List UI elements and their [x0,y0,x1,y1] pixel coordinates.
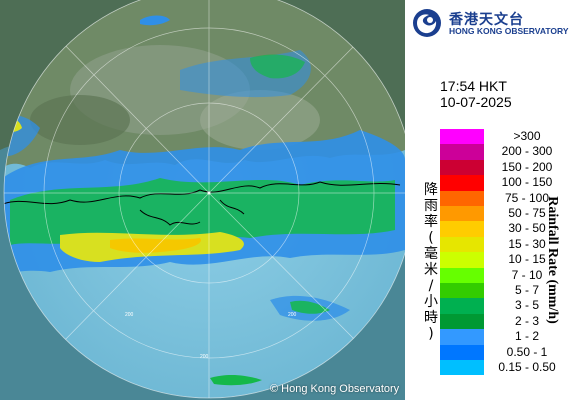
legend-row: 15 - 30 [440,236,570,253]
legend-label: 0.50 - 1 [506,344,548,359]
legend-row: 3 - 5 [440,298,570,314]
legend-row: 7 - 10 [440,267,570,283]
legend-row: 5 - 7 [440,283,570,299]
terrain-patch [30,95,130,145]
legend-row: 200 - 300 [440,144,570,160]
rain-echoes [4,15,405,386]
observation-date: 10-07-2025 [440,94,512,110]
legend-panel [405,0,577,400]
legend-row: 1 - 2 [440,329,570,345]
range-ring-label: 200 [200,354,209,360]
legend-row: 150 - 200 [440,159,570,176]
legend-label: 10 - 15 [508,252,546,267]
legend-title-zh: 降雨率(毫米 / 小時) [424,182,438,342]
range-ring-label: 200 [125,312,134,318]
observation-time: 17:54 HKT [440,78,507,94]
coastline [4,181,401,226]
legend-label: 1 - 2 [514,329,539,344]
legend-swatch [440,313,484,330]
range-rings [4,0,405,398]
legend-row: 50 - 75 [440,206,570,222]
legend-label: 200 - 300 [501,144,553,159]
organization-name-zh: 香港天文台 [449,12,524,28]
legend-row: 30 - 50 [440,221,570,237]
legend-swatch [440,236,484,253]
legend-row: 0.50 - 1 [440,344,570,360]
legend-swatch [440,144,484,160]
legend-row: 2 - 3 [440,313,570,330]
legend-swatch [440,267,484,283]
legend-label: 100 - 150 [501,175,553,190]
legend-row: 0.15 - 0.50 [440,360,570,376]
legend-swatch [440,298,484,314]
range-ring-label: 200 [288,312,297,318]
legend-label: 75 - 100 [504,190,550,205]
legend-row: 100 - 150 [440,175,570,191]
terrain-patch [200,90,320,150]
legend-label: >300 [513,129,541,143]
copyright-text: © Hong Kong Observatory [270,383,400,395]
legend-swatch [440,344,484,360]
legend-title-en: Rainfall Rate (mm/h) [545,196,560,324]
legend-swatch [440,221,484,237]
legend-swatch [440,252,484,268]
legend-label: 15 - 30 [508,236,546,251]
legend-label: 5 - 7 [514,283,539,297]
legend-swatch [440,190,484,206]
legend-swatch [440,129,484,145]
legend-swatch [440,159,484,176]
legend-label: 2 - 3 [514,313,539,328]
legend-row: 75 - 100 [440,190,570,206]
legend-row: >300 [440,129,570,145]
coverage-edge [3,0,405,399]
legend-swatch [440,175,484,191]
legend-label: 150 - 200 [501,159,553,174]
legend-swatch [440,206,484,222]
legend-label: 3 - 5 [514,298,539,313]
legend-label: 30 - 50 [508,221,546,236]
radar-station-marker [207,191,211,195]
legend-row: 10 - 15 [440,252,570,268]
legend-label: 50 - 75 [508,206,546,220]
radar-coverage: 200 200 200 [4,0,405,398]
legend-label: 7 - 10 [511,267,543,282]
organization-name-en: HONG KONG OBSERVATORY [449,26,569,36]
legend-swatch [440,283,484,299]
radar-map: 200 200 200 [0,0,405,400]
legend-swatch [440,329,484,345]
legend-swatch [440,360,484,376]
legend-label: 0.15 - 0.50 [498,360,556,374]
observatory-logo-icon [413,9,441,37]
